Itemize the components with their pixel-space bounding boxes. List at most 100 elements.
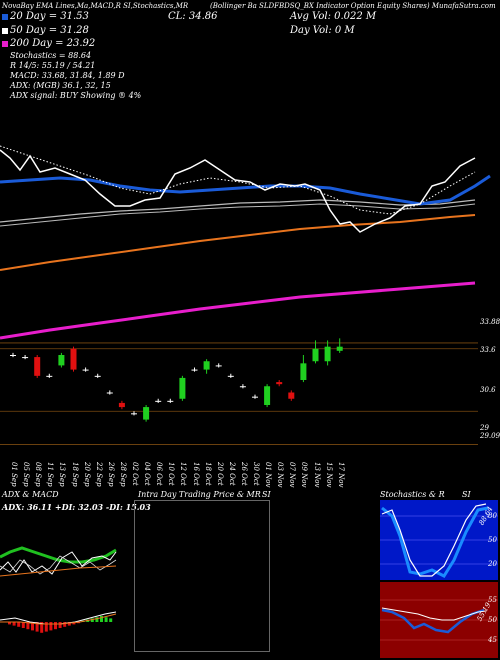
macd-histogram — [8, 616, 113, 633]
candle-body — [324, 346, 331, 362]
rsi-label: R 14/5: 55.19 / 54.21 — [10, 61, 96, 70]
stoch-si-label: SI — [462, 490, 471, 499]
adx-label: ADX: (MGB) 36.1, 32, 15 — [10, 81, 111, 90]
stoch-tick: 20 — [488, 560, 497, 568]
date-label: 15 Nov — [324, 462, 333, 488]
macd-bar — [58, 622, 62, 628]
macd-label: MACD: 33.68, 31.84, 1.89 D — [10, 71, 125, 80]
date-label: 26 Sep — [106, 462, 115, 487]
candle-body — [203, 361, 210, 370]
candle-body — [227, 375, 234, 377]
macd-bar — [35, 622, 39, 632]
candle-body — [155, 400, 162, 402]
date-label: 02 Oct — [131, 462, 139, 486]
candle-body — [58, 355, 65, 366]
date-label: 10 Oct — [167, 462, 176, 486]
macd-bar — [104, 617, 108, 622]
date-label: 05 Sep — [22, 462, 31, 487]
macd-bar — [17, 622, 21, 627]
candle-body — [215, 365, 222, 367]
rsi-tick: 50 — [488, 616, 497, 624]
ma50-label: 50 Day = 31.28 — [10, 25, 89, 36]
candle-body — [167, 400, 174, 402]
candle-body — [288, 392, 295, 399]
adx-green-line — [0, 546, 117, 564]
ma20-label: 20 Day = 31.53 — [10, 11, 89, 22]
date-label: 12 Oct — [179, 462, 188, 486]
candle-body — [300, 363, 307, 380]
adx-white-line — [0, 551, 117, 575]
date-label: 22 Sep — [94, 462, 103, 487]
ma20-legend-marker — [2, 14, 8, 20]
macd-bar — [44, 622, 48, 632]
ma200-legend-marker — [2, 41, 8, 47]
ma50-white-line — [0, 199, 476, 223]
candle-body — [276, 382, 283, 385]
date-label: 13 Nov — [312, 462, 321, 488]
date-label: 26 Oct — [239, 462, 248, 486]
date-label: 09 Nov — [300, 462, 309, 488]
date-label: 20 Oct — [215, 462, 224, 486]
adx-macd-title: ADX & MACD — [2, 490, 59, 499]
chart-title-right: (Bollinger Ba SLDFBDSQ_BX Indicator Opti… — [210, 2, 496, 10]
rsi-white-line — [381, 607, 487, 621]
candle-body — [336, 346, 343, 351]
adx-white2-line — [0, 555, 117, 575]
ma200-magenta-line — [0, 281, 476, 340]
date-label: 17 Nov — [336, 462, 345, 488]
date-label: 20 Sep — [82, 462, 91, 487]
candle-body — [252, 396, 258, 398]
date-label: 30 Oct — [252, 462, 260, 486]
candles — [10, 338, 343, 422]
date-label: 18 Sep — [70, 462, 79, 487]
chart-title: NovaBay EMA Lines,Ma,MACD,R SI,Stochasti… — [2, 2, 189, 10]
price-label: 33.88 — [480, 318, 500, 326]
macd-bar — [12, 622, 16, 626]
rsi-tick: 55 — [488, 596, 497, 604]
stoch-tick: 80 — [488, 512, 497, 520]
date-label: 28 Sep — [118, 462, 127, 487]
stoch-title: Stochastics & R — [380, 490, 445, 499]
adx-orange-line — [0, 565, 117, 577]
macd-bar — [49, 622, 53, 631]
macd-bar — [31, 622, 34, 631]
macd-bar — [72, 622, 76, 625]
day-volume: Day Vol: 0 M — [290, 25, 355, 36]
candle-body — [70, 348, 77, 370]
candle-body — [239, 386, 246, 388]
rsi-tick: 45 — [488, 636, 497, 644]
macd-bar — [8, 622, 11, 625]
macd-bar — [109, 618, 113, 622]
candle-body — [46, 375, 53, 377]
candle-body — [264, 386, 271, 405]
ma200-label: 200 Day = 23.92 — [10, 38, 96, 49]
date-label: 01 Sep — [10, 462, 18, 487]
date-label: 13 Sep — [58, 462, 67, 487]
price-label: 29.09 — [480, 432, 500, 440]
candle-body — [22, 357, 29, 359]
ma50b-white-line — [0, 203, 476, 227]
price-label: 29 — [480, 424, 489, 432]
candle-body — [94, 375, 101, 377]
candle-body — [118, 402, 125, 408]
candle-body — [312, 348, 319, 362]
price-grid — [0, 342, 478, 445]
date-label: 08 Sep — [34, 462, 43, 487]
intraday-title: Intra Day Trading Price & MR — [138, 490, 261, 499]
candle-body — [143, 407, 150, 420]
macd-bar — [63, 622, 67, 627]
intraday-si-label: SI — [262, 490, 271, 499]
macd-bar — [21, 622, 25, 628]
rsi-blue-line — [381, 608, 485, 634]
stoch-tick: 50 — [488, 536, 497, 544]
candle-body — [191, 369, 198, 371]
stoch-white-line — [381, 503, 487, 577]
candle-body — [34, 357, 41, 376]
candle-body — [179, 377, 186, 399]
macd-signal-line — [0, 613, 117, 625]
ma50-legend-marker — [2, 28, 8, 34]
macd-bar — [100, 616, 103, 622]
date-label: 03 Nov — [276, 462, 285, 488]
date-label: 18 Oct — [203, 462, 212, 486]
